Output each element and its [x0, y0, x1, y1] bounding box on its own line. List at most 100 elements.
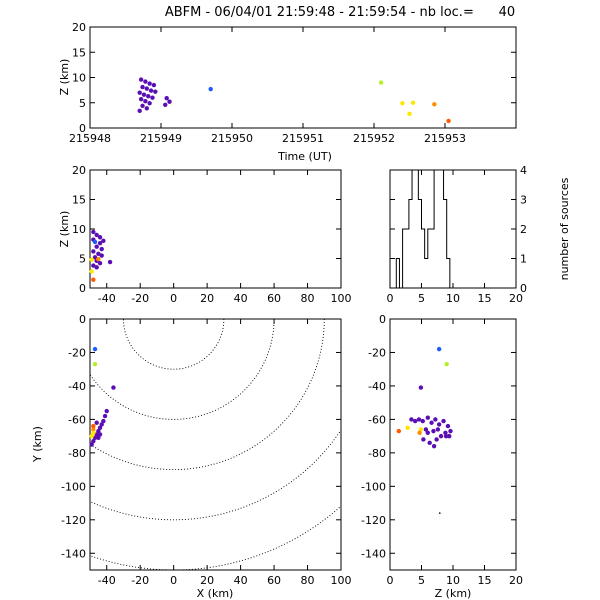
- x-tick-label: 20: [509, 574, 523, 587]
- data-point: [102, 413, 108, 419]
- x-tick-label: 0: [387, 292, 394, 305]
- data-point: [91, 229, 96, 235]
- data-point: [96, 251, 101, 256]
- data-point: [407, 111, 412, 117]
- data-point: [89, 442, 94, 447]
- data-point: [99, 246, 104, 252]
- data-point: [425, 415, 430, 420]
- y-tick-label: 0: [520, 282, 527, 295]
- data-point: [101, 418, 106, 424]
- z-y-xlabel: Z (km): [435, 587, 472, 600]
- data-point: [436, 346, 442, 352]
- x-tick-label: 10: [446, 574, 460, 587]
- data-point: [167, 99, 172, 104]
- y-tick-label: -40: [368, 380, 386, 393]
- data-point: [96, 256, 101, 262]
- x-z-plot-area: -40 -20 0 20 40 60 80 100 0 5 10 15 20: [72, 164, 352, 305]
- data-point: [444, 361, 449, 367]
- time-height-xlabel: Time (UT): [277, 150, 332, 163]
- y-tick-label: -120: [61, 514, 86, 527]
- x-tick-label: -40: [98, 574, 116, 587]
- data-point: [443, 430, 448, 435]
- y-tick-label: -60: [368, 413, 386, 426]
- z-histogram-ylabel: number of sources: [558, 177, 571, 280]
- data-point: [97, 432, 103, 437]
- histogram-bar: [437, 170, 440, 288]
- data-point: [423, 427, 429, 432]
- x-tick-label: 15: [478, 292, 492, 305]
- data-point: [421, 437, 426, 442]
- y-tick-label: 5: [79, 253, 86, 266]
- data-point: [111, 385, 116, 390]
- x-y-panel: -40 -20 0 20 40 60 80 100 0 -20 -40 -60 -80 -100 -120 -…: [31, 313, 352, 600]
- y-tick-label: 3: [520, 194, 527, 207]
- x-tick-label: 80: [301, 292, 315, 305]
- data-point: [89, 433, 94, 439]
- time-height-ylabel: Z (km): [58, 59, 71, 96]
- data-point: [144, 106, 149, 111]
- x-tick-label: 60: [267, 574, 281, 587]
- x-tick-label: -20: [131, 574, 149, 587]
- time-height-frame: [89, 26, 517, 129]
- data-point: [141, 92, 147, 97]
- x-tick-label: 40: [234, 292, 248, 305]
- data-point: [425, 430, 430, 435]
- y-tick-label: -20: [68, 346, 86, 359]
- data-point: [91, 263, 96, 268]
- y-tick-label: 2: [520, 223, 527, 236]
- data-point: [96, 435, 101, 441]
- data-point: [91, 423, 96, 429]
- x-tick-label: 215953: [424, 132, 466, 145]
- data-point: [99, 253, 104, 258]
- data-point: [146, 93, 151, 99]
- data-point: [137, 90, 142, 95]
- data-point: [89, 269, 94, 274]
- data-point: [137, 108, 142, 114]
- data-point: [405, 425, 410, 430]
- time-height-plot-area: 215948 215949 215950 215951 215952 215953 0 5 10…: [69, 21, 516, 145]
- z-y-plot-area: 0 5 10 15 20 0 -20 -40 -60 -80 -100 -120 -140: [361, 313, 523, 587]
- data-point: [92, 255, 98, 260]
- range-ring: [90, 429, 341, 521]
- y-tick-label: -80: [68, 447, 86, 460]
- histogram-bar: [425, 259, 428, 289]
- x-tick-label: 80: [301, 574, 315, 587]
- data-point: [97, 235, 103, 240]
- data-point: [138, 97, 144, 102]
- data-point: [448, 428, 453, 434]
- y-tick-label: -120: [361, 514, 386, 527]
- z-y-panel: 0 5 10 15 20 0 -20 -40 -60 -80 -100 -120 -140 Z (km): [361, 313, 523, 600]
- data-point: [144, 86, 149, 91]
- y-tick-label: -20: [368, 346, 386, 359]
- data-point: [409, 417, 414, 422]
- x-y-frame: [89, 318, 342, 571]
- data-point: [441, 418, 446, 424]
- x-z-panel: -40 -20 0 20 40 60 80 100 0 5 10 15 20 Z (km): [58, 164, 352, 305]
- x-tick-label: 20: [200, 292, 214, 305]
- data-point: [140, 84, 145, 90]
- data-point: [151, 82, 157, 88]
- data-point: [96, 428, 101, 434]
- data-point: [91, 438, 96, 444]
- x-z-frame: [89, 169, 342, 289]
- x-tick-label: 0: [387, 574, 394, 587]
- data-point: [443, 433, 449, 439]
- y-tick-label: -80: [368, 447, 386, 460]
- histogram-bar: [431, 229, 434, 288]
- x-tick-label: 215949: [140, 132, 182, 145]
- data-point: [416, 417, 422, 422]
- x-tick-label: 40: [234, 574, 248, 587]
- data-point: [413, 418, 418, 424]
- data-point: [94, 244, 99, 249]
- x-tick-label: 20: [200, 574, 214, 587]
- y-tick-label: 20: [72, 164, 86, 177]
- data-point: [418, 385, 424, 390]
- y-tick-label: -100: [61, 480, 86, 493]
- y-tick-label: 10: [72, 223, 86, 236]
- data-point: [417, 430, 422, 435]
- x-tick-label: 15: [478, 574, 492, 587]
- data-point: [396, 428, 402, 434]
- data-point: [434, 437, 439, 442]
